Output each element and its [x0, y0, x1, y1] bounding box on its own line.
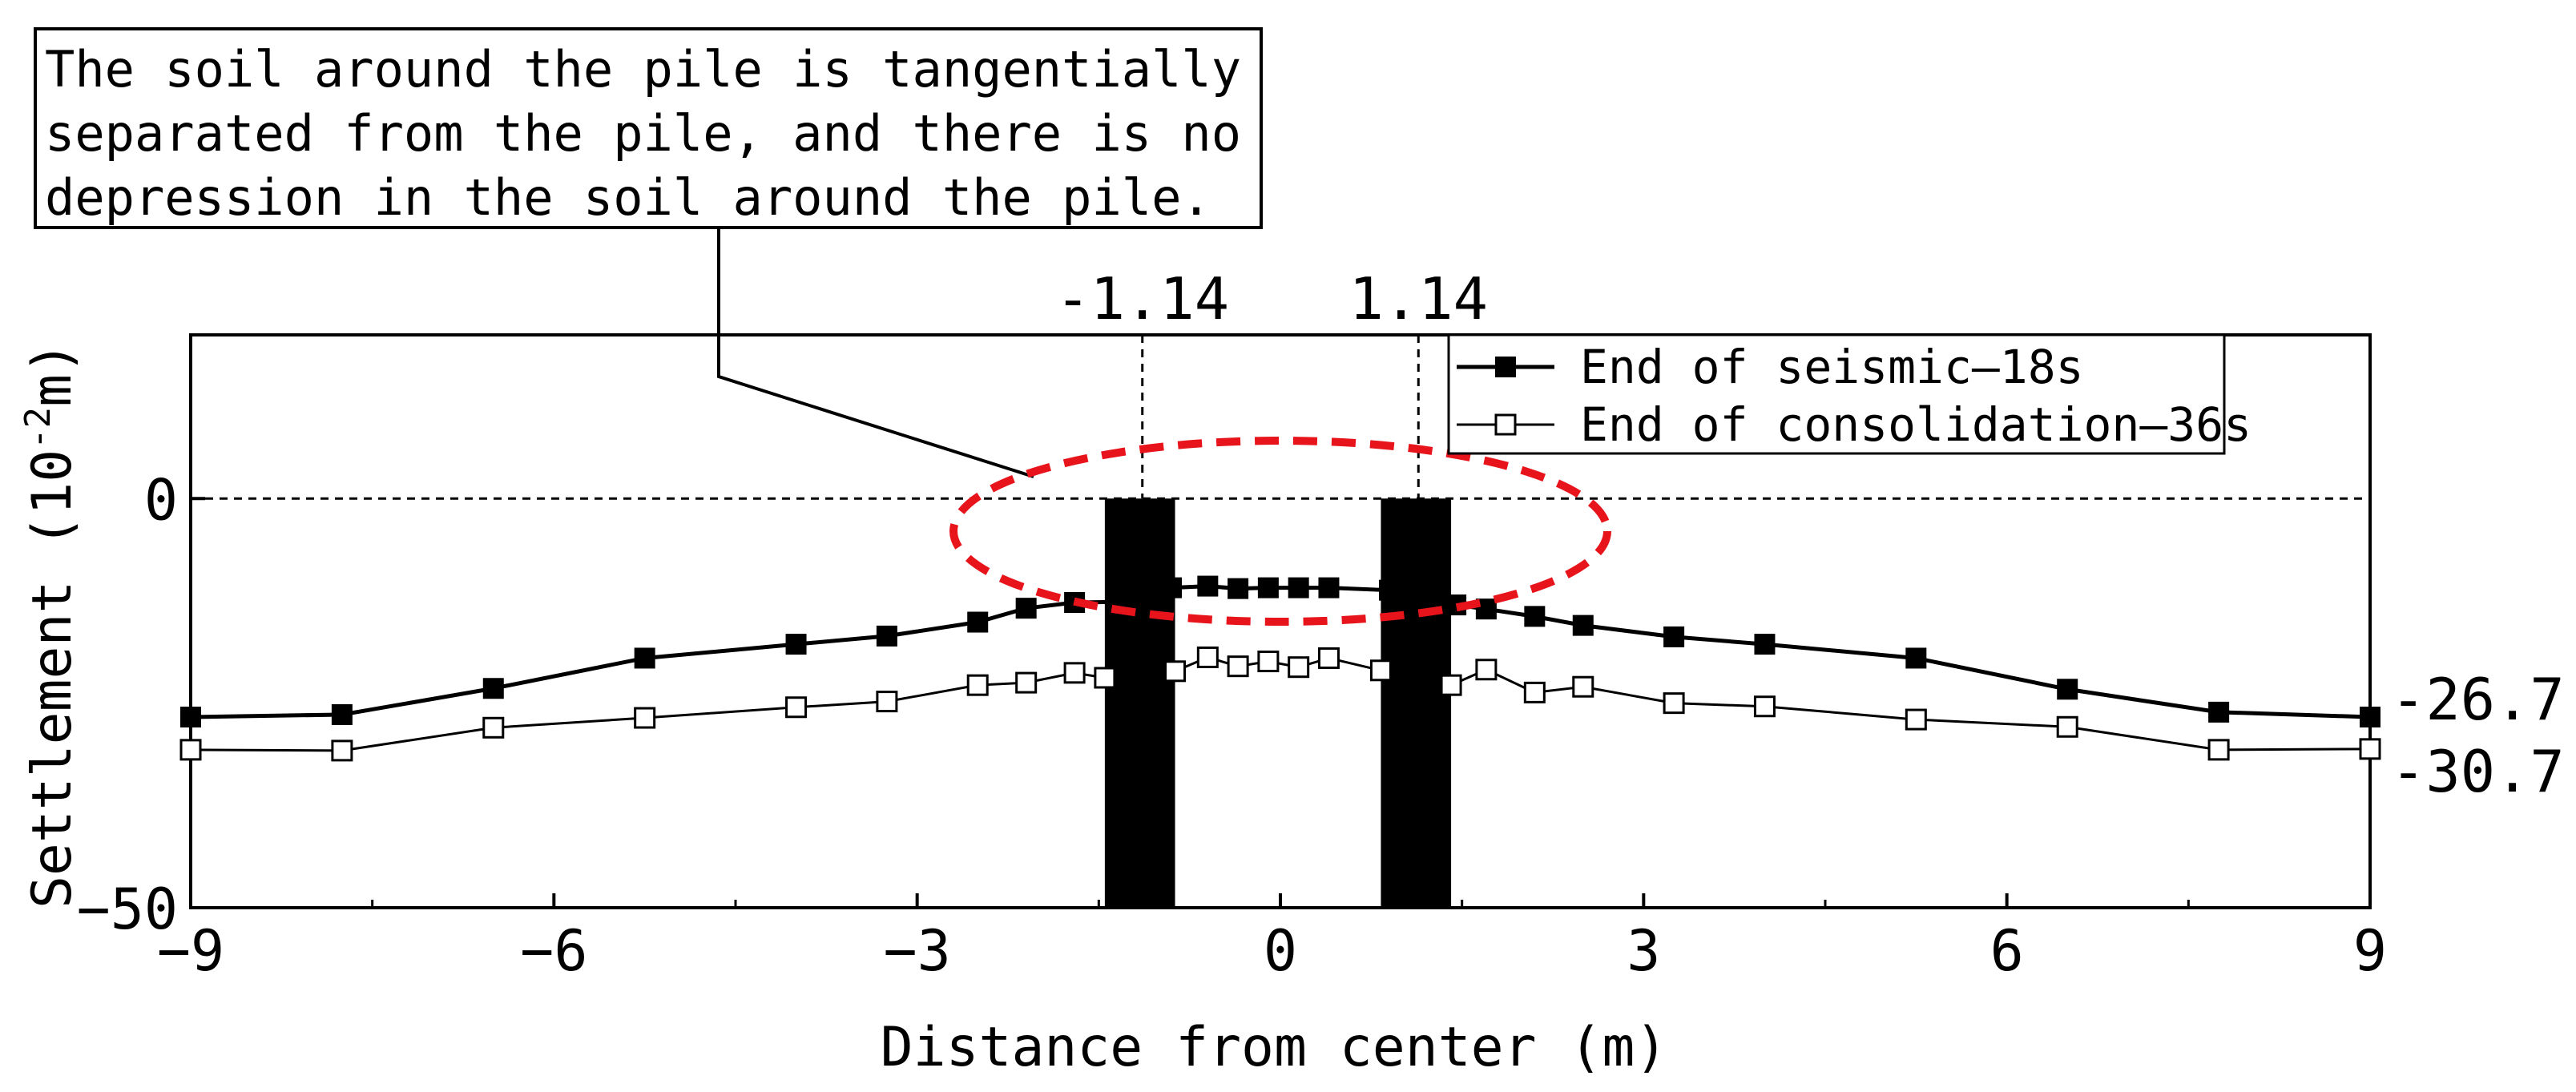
data-point-seismic	[1015, 598, 1037, 619]
data-point-seismic	[2360, 707, 2380, 728]
data-point-consolidation	[876, 691, 898, 713]
data-point-consolidation	[331, 739, 353, 762]
data-point-consolidation	[1572, 675, 1594, 698]
data-point-consolidation	[1523, 681, 1546, 703]
data-point-seismic	[1524, 606, 1546, 627]
data-point-consolidation	[1063, 662, 1086, 684]
legend-label-consolidation: End of consolidation‒36s	[1580, 397, 2251, 452]
x-tick-label: −3	[884, 918, 951, 984]
data-point-consolidation	[1288, 656, 1310, 679]
y-axis-title-exponent: -2	[18, 407, 58, 449]
x-tick-label: 9	[2353, 918, 2387, 984]
end-value-label-consolidation: -30.7	[2391, 738, 2565, 805]
y-tick-label: −50	[77, 876, 178, 942]
data-point-seismic	[785, 634, 807, 655]
data-point-seismic	[1288, 577, 1309, 598]
data-point-consolidation	[1440, 674, 1462, 696]
annotation-line-3: depression in the soil around the pile.	[45, 168, 1211, 227]
legend: End of seismic‒18s End of consolidation‒…	[1447, 333, 2251, 455]
data-point-seismic	[1257, 577, 1279, 598]
x-tick-label: 6	[1990, 918, 2024, 984]
data-point-consolidation	[1753, 695, 1776, 718]
pile-marker-label-right: 1.14	[1349, 265, 1488, 332]
data-point-consolidation	[1094, 667, 1116, 689]
data-point-seismic	[2208, 701, 2230, 723]
annotation-line-2: separated from the pile, and there is no	[45, 104, 1241, 163]
y-axis-title: Settlement (10-2m)	[18, 341, 84, 909]
data-point-consolidation	[2359, 738, 2381, 760]
data-point-seismic	[1663, 626, 1685, 647]
data-point-consolidation	[1369, 659, 1392, 682]
data-point-seismic	[1197, 575, 1219, 597]
end-value-label-seismic: -26.7	[2391, 666, 2565, 733]
data-point-seismic	[1379, 579, 1400, 601]
data-point-seismic	[1905, 647, 1927, 669]
x-tick-label: −6	[520, 918, 587, 984]
data-point-consolidation	[1196, 646, 1219, 668]
annotation: The soil around the pile is tangentially…	[34, 27, 1263, 478]
pile	[1381, 498, 1452, 908]
data-point-consolidation	[966, 674, 989, 696]
data-point-consolidation	[1015, 671, 1038, 694]
data-point-seismic	[1161, 577, 1182, 598]
data-point-consolidation	[2207, 739, 2230, 761]
data-point-consolidation	[634, 707, 656, 729]
data-point-consolidation	[1227, 655, 1249, 678]
series-line-seismic	[190, 584, 2371, 719]
pile	[1104, 498, 1175, 908]
x-tick-label: −9	[157, 918, 224, 984]
data-point-seismic	[2057, 679, 2078, 700]
data-point-seismic	[331, 703, 353, 725]
data-point-consolidation	[1475, 659, 1498, 681]
legend-marker-consolidation	[1494, 413, 1517, 436]
data-point-seismic	[634, 647, 655, 669]
data-point-consolidation	[1164, 660, 1187, 683]
data-point-consolidation	[1905, 708, 1927, 731]
y-axis-title-main: Settlement (10	[21, 449, 84, 909]
series-line-consolidation	[190, 655, 2371, 752]
data-point-seismic	[180, 707, 201, 728]
data-point-seismic	[1572, 615, 1594, 636]
annotation-leader-line	[717, 228, 1034, 478]
x-axis-title: Distance from center (m)	[881, 1016, 1668, 1079]
x-tick-label: 0	[1264, 918, 1297, 984]
data-point-seismic	[1228, 578, 1249, 599]
annotation-box	[34, 27, 1263, 229]
data-point-seismic	[1754, 634, 1776, 655]
pile-marker-label-left: -1.14	[1055, 265, 1229, 332]
y-axis-title-unit: m)	[21, 341, 84, 407]
data-point-consolidation	[785, 696, 808, 719]
data-point-seismic	[1318, 577, 1340, 598]
legend-marker-seismic	[1495, 357, 1516, 377]
legend-box	[1447, 333, 2226, 455]
data-point-consolidation	[2056, 715, 2078, 738]
data-point-consolidation	[179, 739, 202, 761]
data-point-consolidation	[1663, 692, 1685, 715]
legend-label-seismic: End of seismic‒18s	[1580, 340, 2084, 394]
data-point-seismic	[482, 678, 504, 699]
data-point-consolidation	[482, 716, 505, 739]
data-point-seismic	[967, 611, 989, 633]
annotation-line-1: The soil around the pile is tangentially	[45, 40, 1241, 99]
data-point-consolidation	[1257, 651, 1280, 673]
x-tick-label: 3	[1627, 918, 1660, 984]
y-tick-label: 0	[144, 467, 178, 533]
data-point-seismic	[876, 625, 897, 647]
highlight-ellipse	[949, 437, 1611, 626]
data-point-consolidation	[1317, 647, 1340, 669]
data-point-seismic	[1415, 584, 1437, 606]
